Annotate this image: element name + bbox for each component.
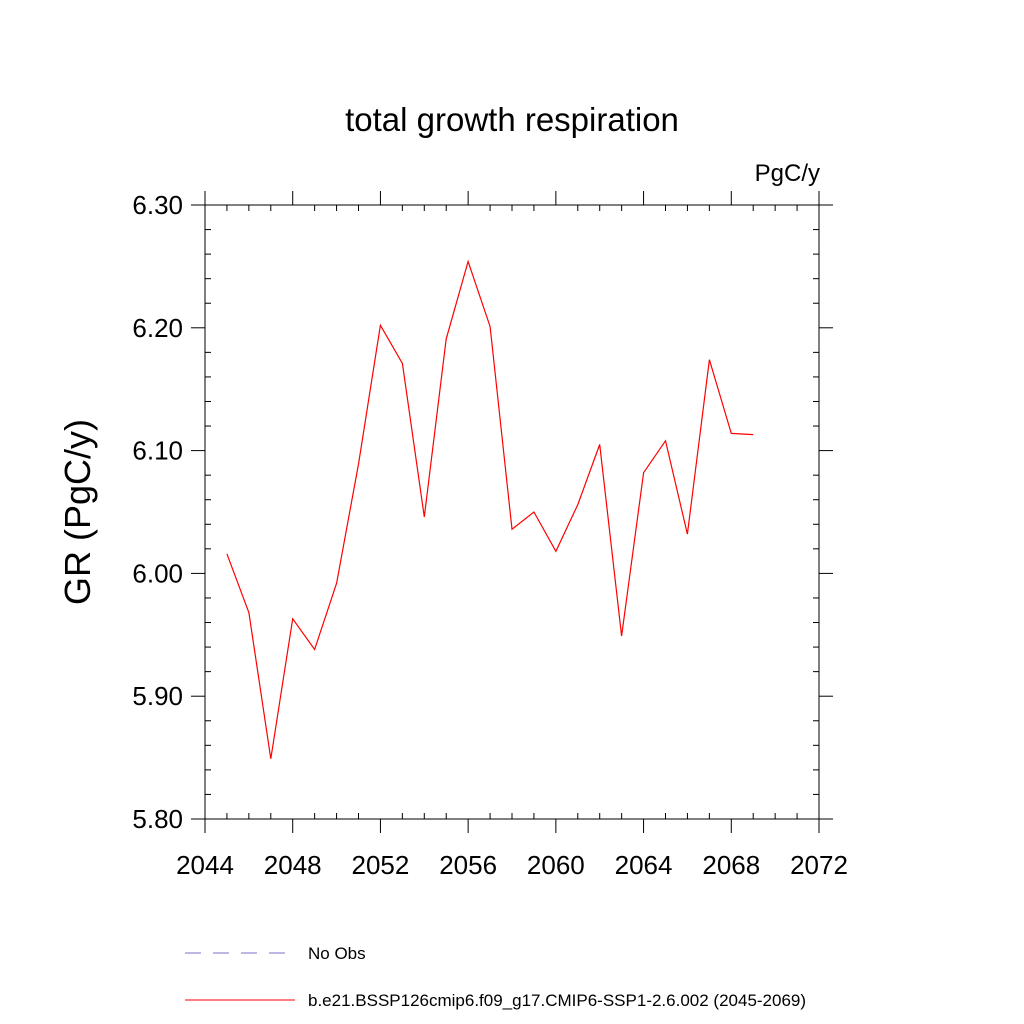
y-tick-label: 6.20 <box>132 313 183 343</box>
legend-label: b.e21.BSSP126cmip6.f09_g17.CMIP6-SSP1-2.… <box>308 991 806 1010</box>
y-tick-label: 6.30 <box>132 190 183 220</box>
legend-label: No Obs <box>308 944 366 963</box>
chart-title: total growth respiration <box>345 101 679 138</box>
y-tick-label: 5.80 <box>132 804 183 834</box>
y-tick-labels: 5.80 5.90 6.00 6.10 6.20 6.30 <box>132 190 183 834</box>
x-tick-label: 2056 <box>439 850 497 880</box>
series-line <box>226 259 754 759</box>
x-tick-label: 2064 <box>615 850 673 880</box>
y-tick-label: 6.10 <box>132 436 183 466</box>
y-tick-label: 5.90 <box>132 681 183 711</box>
x-tick-label: 2060 <box>527 850 585 880</box>
legend: No Obs b.e21.BSSP126cmip6.f09_g17.CMIP6-S… <box>185 944 806 1010</box>
x-tick-label: 2044 <box>176 850 234 880</box>
axis-ticks <box>191 191 833 833</box>
data-series <box>226 259 754 759</box>
y-tick-label: 6.00 <box>132 558 183 588</box>
plot-frame <box>204 204 820 820</box>
x-tick-label: 2048 <box>264 850 322 880</box>
units-label: PgC/y <box>755 160 820 187</box>
x-tick-labels: 2044 2048 2052 2056 2060 2064 2068 2072 <box>176 850 848 880</box>
x-tick-label: 2052 <box>352 850 410 880</box>
x-tick-label: 2068 <box>702 850 760 880</box>
x-tick-label: 2072 <box>790 850 848 880</box>
y-axis-label: GR (PgC/y) <box>57 419 98 605</box>
